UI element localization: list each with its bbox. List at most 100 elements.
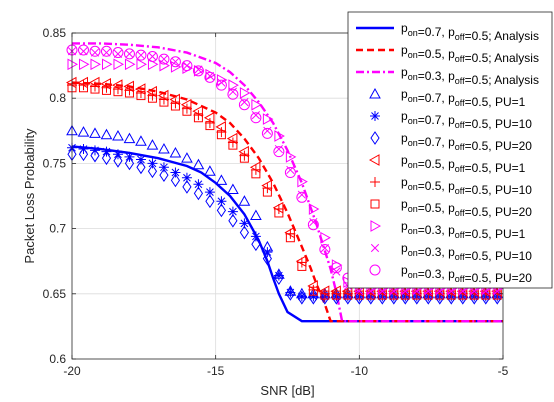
data-point — [320, 290, 330, 300]
legend-subscript: off — [455, 98, 465, 108]
legend-entry-label: pon=0.3, poff=0.5, PU=1 — [401, 219, 526, 241]
legend-entry-label: pon=0.3, poff=0.5, PU=10 — [401, 241, 532, 263]
legend-text-part: =0.3, — [418, 245, 448, 259]
data-point — [424, 287, 433, 296]
legend-box — [347, 11, 553, 289]
legend-text-part: =0.5, — [418, 157, 448, 171]
data-point — [193, 113, 203, 123]
legend-subscript: on — [408, 182, 418, 192]
y-axis-label: Packet Loss Probability — [22, 128, 37, 264]
series-line-2 — [72, 42, 503, 323]
data-point — [159, 168, 169, 183]
data-point — [239, 218, 250, 229]
data-point — [285, 151, 297, 163]
legend-subscript: off — [455, 274, 465, 284]
data-point — [215, 79, 227, 91]
data-point — [89, 127, 101, 138]
data-point — [135, 87, 146, 98]
data-point — [146, 139, 159, 150]
data-point — [89, 45, 101, 57]
legend-text-part: p — [401, 219, 408, 233]
data-point — [332, 267, 341, 276]
data-point — [101, 82, 112, 93]
legend-subscript: off — [455, 164, 465, 174]
data-point — [320, 231, 331, 244]
legend-subscript: off — [455, 54, 465, 64]
legend-text-part: p — [448, 157, 455, 171]
data-point — [227, 88, 239, 100]
legend-text-part: =0.5; Analysis — [465, 51, 539, 65]
legend-subscript: on — [408, 116, 418, 126]
data-point — [239, 225, 250, 240]
data-point — [78, 58, 90, 71]
legend-text-part: p — [401, 109, 408, 123]
legend-text-part: p — [401, 131, 408, 145]
legend-entry-label: pon=0.7, poff=0.5, PU=20 — [401, 131, 532, 153]
data-point — [273, 270, 284, 281]
data-point — [112, 129, 124, 141]
data-point — [135, 135, 147, 146]
legend-entry-label: pon=0.3, poff=0.5; Analysis — [401, 65, 539, 87]
data-point — [238, 195, 251, 206]
data-point — [330, 262, 342, 274]
data-point — [204, 71, 216, 83]
data-point — [158, 162, 169, 173]
data-point — [239, 87, 251, 99]
data-point — [170, 98, 181, 109]
data-point — [250, 112, 262, 124]
legend-text-part: =0.3, — [418, 267, 448, 281]
data-point — [146, 50, 158, 62]
data-point — [296, 291, 307, 302]
data-point — [78, 80, 89, 91]
legend-text-part: =0.5, — [418, 201, 448, 215]
data-point — [169, 56, 181, 68]
data-point — [378, 287, 387, 296]
data-point — [136, 91, 146, 101]
data-point — [181, 152, 193, 163]
data-point — [308, 291, 319, 302]
legend-swatch-marker — [368, 154, 380, 166]
y-tick-label: 0.65 — [43, 287, 67, 301]
data-point — [400, 288, 411, 299]
data-point — [401, 287, 410, 296]
legend-entry-label: pon=0.5, poff=0.5; Analysis — [401, 43, 539, 65]
data-point — [170, 167, 181, 178]
data-point — [239, 150, 250, 161]
legend-subscript: off — [455, 208, 465, 218]
data-point — [251, 169, 261, 179]
data-point — [67, 58, 79, 71]
legend-text-part: =0.5, — [418, 47, 448, 61]
data-point — [239, 153, 249, 163]
data-point — [192, 158, 205, 170]
legend-text-part: =0.5, PU=1 — [465, 161, 526, 175]
data-point — [205, 121, 215, 131]
legend-swatch-marker — [369, 87, 381, 99]
data-point — [411, 288, 422, 299]
legend-subscript: off — [455, 230, 465, 240]
data-point — [158, 94, 169, 105]
y-tick-label: 0.6 — [49, 352, 66, 366]
legend-text-part: =0.3, — [418, 223, 448, 237]
data-point — [78, 83, 88, 93]
legend-text-part: =0.5, PU=20 — [465, 205, 533, 219]
legend-subscript: off — [455, 32, 465, 42]
data-point — [250, 231, 261, 242]
data-point — [113, 87, 123, 97]
legend-swatch-marker — [370, 111, 380, 121]
data-point — [285, 287, 296, 298]
data-point — [136, 51, 146, 60]
data-point — [112, 84, 123, 95]
data-point — [274, 130, 285, 142]
y-tick-label: 0.7 — [49, 222, 66, 236]
legend-text-part: =0.5, PU=10 — [465, 183, 533, 197]
legend-text-part: =0.5, — [418, 179, 448, 193]
data-point — [342, 288, 353, 299]
data-point — [101, 85, 111, 95]
legend-text-part: =0.5, PU=20 — [465, 271, 533, 285]
data-point — [263, 126, 272, 135]
data-point — [273, 146, 285, 158]
data-point — [227, 183, 239, 194]
data-point — [170, 173, 181, 188]
legend-swatch-marker — [370, 199, 380, 209]
data-point — [434, 288, 445, 299]
